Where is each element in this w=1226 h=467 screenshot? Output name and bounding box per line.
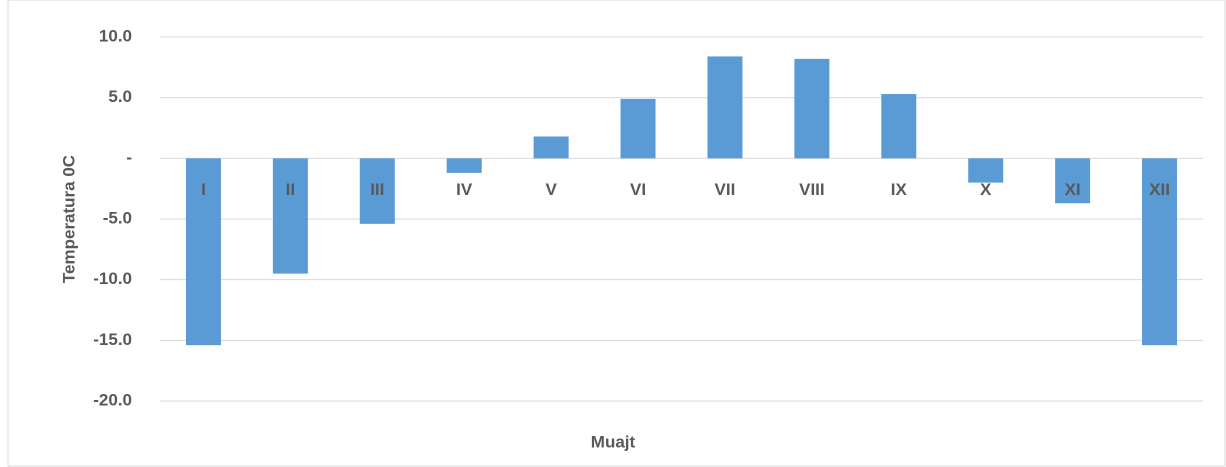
bar [794, 58, 830, 159]
x-tick-label: XI [1065, 180, 1081, 199]
y-tick-label: - [126, 148, 132, 167]
x-tick-label: IV [456, 180, 473, 199]
x-tick-label: X [980, 180, 992, 199]
chart-border [7, 0, 1226, 467]
bar [359, 158, 395, 224]
x-tick-label: VII [715, 180, 736, 199]
bar [707, 56, 743, 159]
x-tick-label: II [286, 180, 295, 199]
x-tick-label: III [370, 180, 384, 199]
x-axis-label: Muajt [591, 432, 636, 451]
y-tick-label: -15.0 [93, 330, 132, 349]
bar [881, 94, 917, 159]
bar [968, 158, 1004, 183]
bar [620, 98, 656, 159]
x-tick-label: VIII [799, 180, 825, 199]
y-tick-label: 10.0 [99, 26, 132, 45]
y-tick-label: -5.0 [103, 208, 132, 227]
bar [272, 158, 308, 274]
x-tick-label: I [201, 180, 206, 199]
x-tick-label: IX [891, 180, 908, 199]
bar [1055, 158, 1091, 204]
y-tick-label: -20.0 [93, 390, 132, 409]
y-axis-label: Temperatura 0C [59, 155, 78, 283]
bar [446, 158, 482, 173]
bar [1142, 158, 1178, 346]
x-tick-label: V [545, 180, 557, 199]
y-tick-label: -10.0 [93, 269, 132, 288]
bar [533, 136, 569, 159]
x-tick-label: XII [1149, 180, 1170, 199]
bar [185, 158, 221, 346]
x-tick-label: VI [630, 180, 646, 199]
y-tick-label: 5.0 [108, 87, 132, 106]
